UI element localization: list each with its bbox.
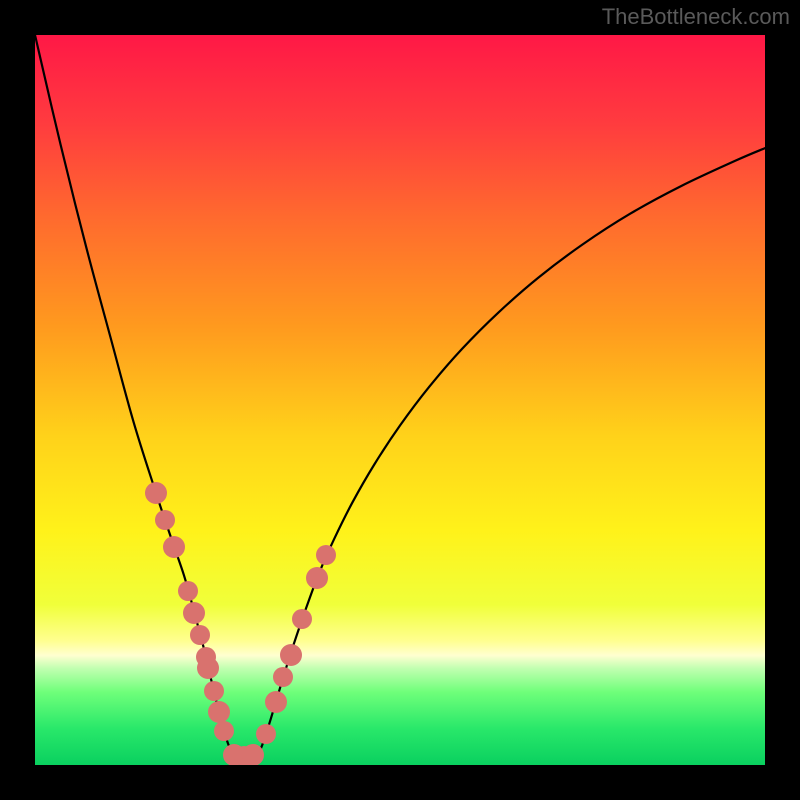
marker-left-8: [204, 681, 224, 701]
marker-right-4: [292, 609, 312, 629]
marker-left-9: [208, 701, 230, 723]
marker-right-1: [265, 691, 287, 713]
marker-right-2: [273, 667, 293, 687]
marker-left-7: [197, 657, 219, 679]
marker-left-4: [183, 602, 205, 624]
marker-left-10: [214, 721, 234, 741]
marker-left-0: [145, 482, 167, 504]
chart-container: TheBottleneck.com: [0, 0, 800, 800]
marker-left-5: [190, 625, 210, 645]
marker-right-0: [256, 724, 276, 744]
marker-left-1: [155, 510, 175, 530]
marker-right-3: [280, 644, 302, 666]
marker-right-6: [316, 545, 336, 565]
marker-left-2: [163, 536, 185, 558]
marker-left-3: [178, 581, 198, 601]
bottleneck-curve: [35, 35, 765, 765]
watermark-text: TheBottleneck.com: [602, 4, 790, 30]
marker-bottom-2: [242, 744, 264, 765]
marker-right-5: [306, 567, 328, 589]
plot-area: [35, 35, 765, 765]
